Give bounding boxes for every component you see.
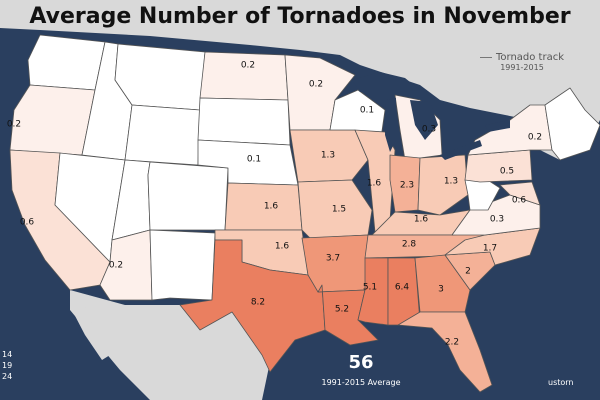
state-value-AR: 3.7 bbox=[326, 254, 340, 264]
state-value-AL: 6.4 bbox=[395, 283, 410, 293]
state-value-PA: 0.5 bbox=[500, 167, 514, 177]
baja-land bbox=[70, 290, 110, 360]
state-value-MS: 5.1 bbox=[363, 283, 377, 293]
state-value-GA: 3 bbox=[438, 285, 444, 295]
lake-superior bbox=[352, 72, 420, 92]
state-NM bbox=[149, 229, 216, 301]
state-value-MD: 0.6 bbox=[512, 196, 527, 206]
state-MD bbox=[499, 181, 541, 206]
state-value-OK: 1.6 bbox=[275, 242, 290, 252]
state-value-OH: 1.3 bbox=[444, 177, 458, 187]
state-value-WI: 0.1 bbox=[360, 106, 374, 116]
track-legend: Tornado track 1991-2015 bbox=[462, 52, 582, 72]
watermark: ustorn bbox=[548, 378, 574, 387]
lake-erie bbox=[440, 140, 482, 160]
state-MT bbox=[114, 43, 206, 111]
track-legend-label: Tornado track bbox=[462, 52, 582, 63]
color-key-fragment: 14 bbox=[2, 350, 13, 359]
state-value-TX: 8.2 bbox=[251, 298, 265, 308]
state-value-NE: 0.1 bbox=[247, 155, 261, 165]
national-average-caption: 1991-2015 Average bbox=[321, 378, 401, 387]
state-IN bbox=[389, 154, 421, 213]
state-OH bbox=[417, 154, 469, 216]
track-line-icon bbox=[479, 56, 492, 58]
lake-huron bbox=[410, 100, 438, 140]
lake-ontario bbox=[485, 120, 510, 132]
state-TX bbox=[179, 239, 326, 373]
state-value-AZ: 0.2 bbox=[109, 261, 123, 271]
lake-michigan bbox=[385, 98, 396, 152]
state-ND bbox=[199, 51, 289, 101]
state-WY bbox=[124, 104, 201, 166]
mexico-land bbox=[70, 290, 270, 400]
state-value-IA: 1.3 bbox=[321, 151, 335, 161]
state-value-TN: 2.8 bbox=[402, 240, 417, 250]
state-GA bbox=[414, 254, 471, 313]
state-value-NY: 0.2 bbox=[528, 133, 542, 143]
track-legend-years: 1991-2015 bbox=[500, 63, 544, 72]
state-SD bbox=[197, 97, 291, 146]
track-legend-text: Tornado track bbox=[495, 52, 565, 63]
national-average-value: 56 bbox=[348, 352, 374, 373]
state-value-NC: 1.7 bbox=[483, 244, 497, 254]
state-value-MN: 0.2 bbox=[309, 80, 323, 90]
state-NE_US bbox=[544, 87, 600, 161]
canada-land bbox=[0, 0, 600, 160]
state-value-MI: 0.3 bbox=[422, 125, 436, 135]
state-value-CA: 0.6 bbox=[20, 218, 35, 228]
state-value-SC: 2 bbox=[465, 267, 471, 277]
state-NC bbox=[444, 227, 541, 266]
state-value-OR: 0.2 bbox=[7, 120, 21, 130]
state-CO bbox=[147, 161, 229, 231]
color-key-fragment: 19 bbox=[2, 361, 13, 370]
state-value-LA: 5.2 bbox=[335, 305, 349, 315]
state-value-KY: 1.6 bbox=[414, 215, 429, 225]
state-value-MO: 1.5 bbox=[332, 205, 346, 215]
state-value-VA: 0.3 bbox=[490, 215, 504, 225]
state-value-IL: 1.6 bbox=[367, 179, 382, 189]
state-value-ND: 0.2 bbox=[241, 61, 255, 71]
state-WA bbox=[27, 34, 106, 91]
color-key-fragment: 24 bbox=[2, 372, 13, 381]
state-value-IN: 2.3 bbox=[400, 181, 414, 191]
state-value-FL: 2.2 bbox=[445, 338, 459, 348]
map-title: Average Number of Tornadoes in November bbox=[29, 4, 571, 29]
state-value-KS: 1.6 bbox=[264, 202, 279, 212]
state-FL bbox=[397, 311, 493, 393]
